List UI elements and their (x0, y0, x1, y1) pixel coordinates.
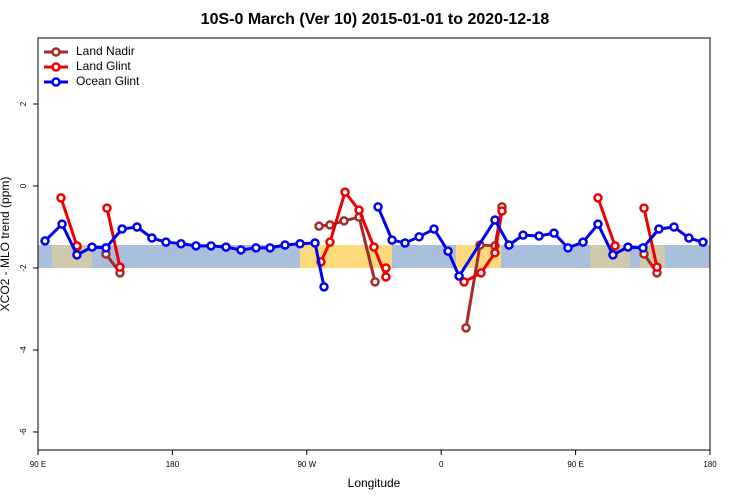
y-tick-label: -2 (19, 264, 28, 272)
point (381, 263, 391, 273)
chart-title: 10S-0 March (Ver 10) 2015-01-01 to 2020-… (201, 11, 550, 28)
point (652, 262, 662, 272)
point (443, 246, 453, 256)
point (354, 205, 364, 215)
point (373, 202, 383, 212)
point (102, 203, 112, 213)
point (325, 220, 335, 230)
point (56, 193, 66, 203)
legend-label: Land Nadir (76, 44, 135, 58)
point (236, 245, 246, 255)
point (429, 224, 439, 234)
point (497, 206, 507, 216)
legend-label: Ocean Glint (76, 74, 140, 88)
point (370, 277, 380, 287)
point (369, 242, 379, 252)
x-tick-label: 180 (166, 460, 180, 469)
point (280, 240, 290, 250)
point (117, 224, 127, 234)
x-tick-label: 180 (703, 460, 717, 469)
point (387, 235, 397, 245)
point (381, 272, 391, 282)
land-band (52, 245, 92, 268)
point (669, 222, 679, 232)
point (72, 250, 82, 260)
point (549, 228, 559, 238)
x-axis-label: Longitude (348, 476, 401, 490)
y-tick-label: 2 (19, 101, 28, 106)
point (400, 238, 410, 248)
y-tick-label: -6 (19, 428, 28, 436)
point (206, 241, 216, 251)
point (461, 323, 471, 333)
y-tick-label: 0 (19, 183, 28, 188)
point (698, 237, 708, 247)
x-tick-label: 90 E (567, 460, 583, 469)
point (684, 233, 694, 243)
point (414, 232, 424, 242)
point (176, 239, 186, 249)
point (57, 219, 67, 229)
x-tick-label: 90 E (30, 460, 46, 469)
point (608, 250, 618, 260)
legend-label: Land Glint (76, 59, 131, 73)
point (115, 262, 125, 272)
point (593, 219, 603, 229)
point (147, 233, 157, 243)
point (340, 187, 350, 197)
point (132, 222, 142, 232)
point (40, 236, 50, 246)
point (476, 268, 486, 278)
point (623, 242, 633, 252)
point (459, 277, 469, 287)
y-axis-label: XCO2 - MLO trend (ppm) (0, 177, 12, 312)
point (639, 203, 649, 213)
legend-marker (51, 77, 61, 87)
point (191, 241, 201, 251)
plot-frame (37, 37, 711, 451)
point (87, 242, 97, 252)
x-tick-label: 90 W (297, 460, 316, 469)
y-tick-label: -4 (19, 346, 28, 354)
point (319, 282, 329, 292)
point (610, 241, 620, 251)
legend-marker (51, 47, 61, 57)
point (221, 242, 231, 252)
point (593, 193, 603, 203)
point (490, 215, 500, 225)
legend-marker (51, 62, 61, 72)
point (638, 243, 648, 253)
point (339, 216, 349, 226)
point (310, 238, 320, 248)
point (161, 237, 171, 247)
point (314, 221, 324, 231)
point (295, 239, 305, 249)
point (101, 243, 111, 253)
point (518, 230, 528, 240)
x-tick-label: 0 (439, 460, 444, 469)
point (563, 243, 573, 253)
point (578, 237, 588, 247)
point (654, 224, 664, 234)
point (251, 243, 261, 253)
point (490, 248, 500, 258)
point (454, 271, 464, 281)
point (325, 237, 335, 247)
point (504, 240, 514, 250)
point (265, 243, 275, 253)
point (534, 231, 544, 241)
